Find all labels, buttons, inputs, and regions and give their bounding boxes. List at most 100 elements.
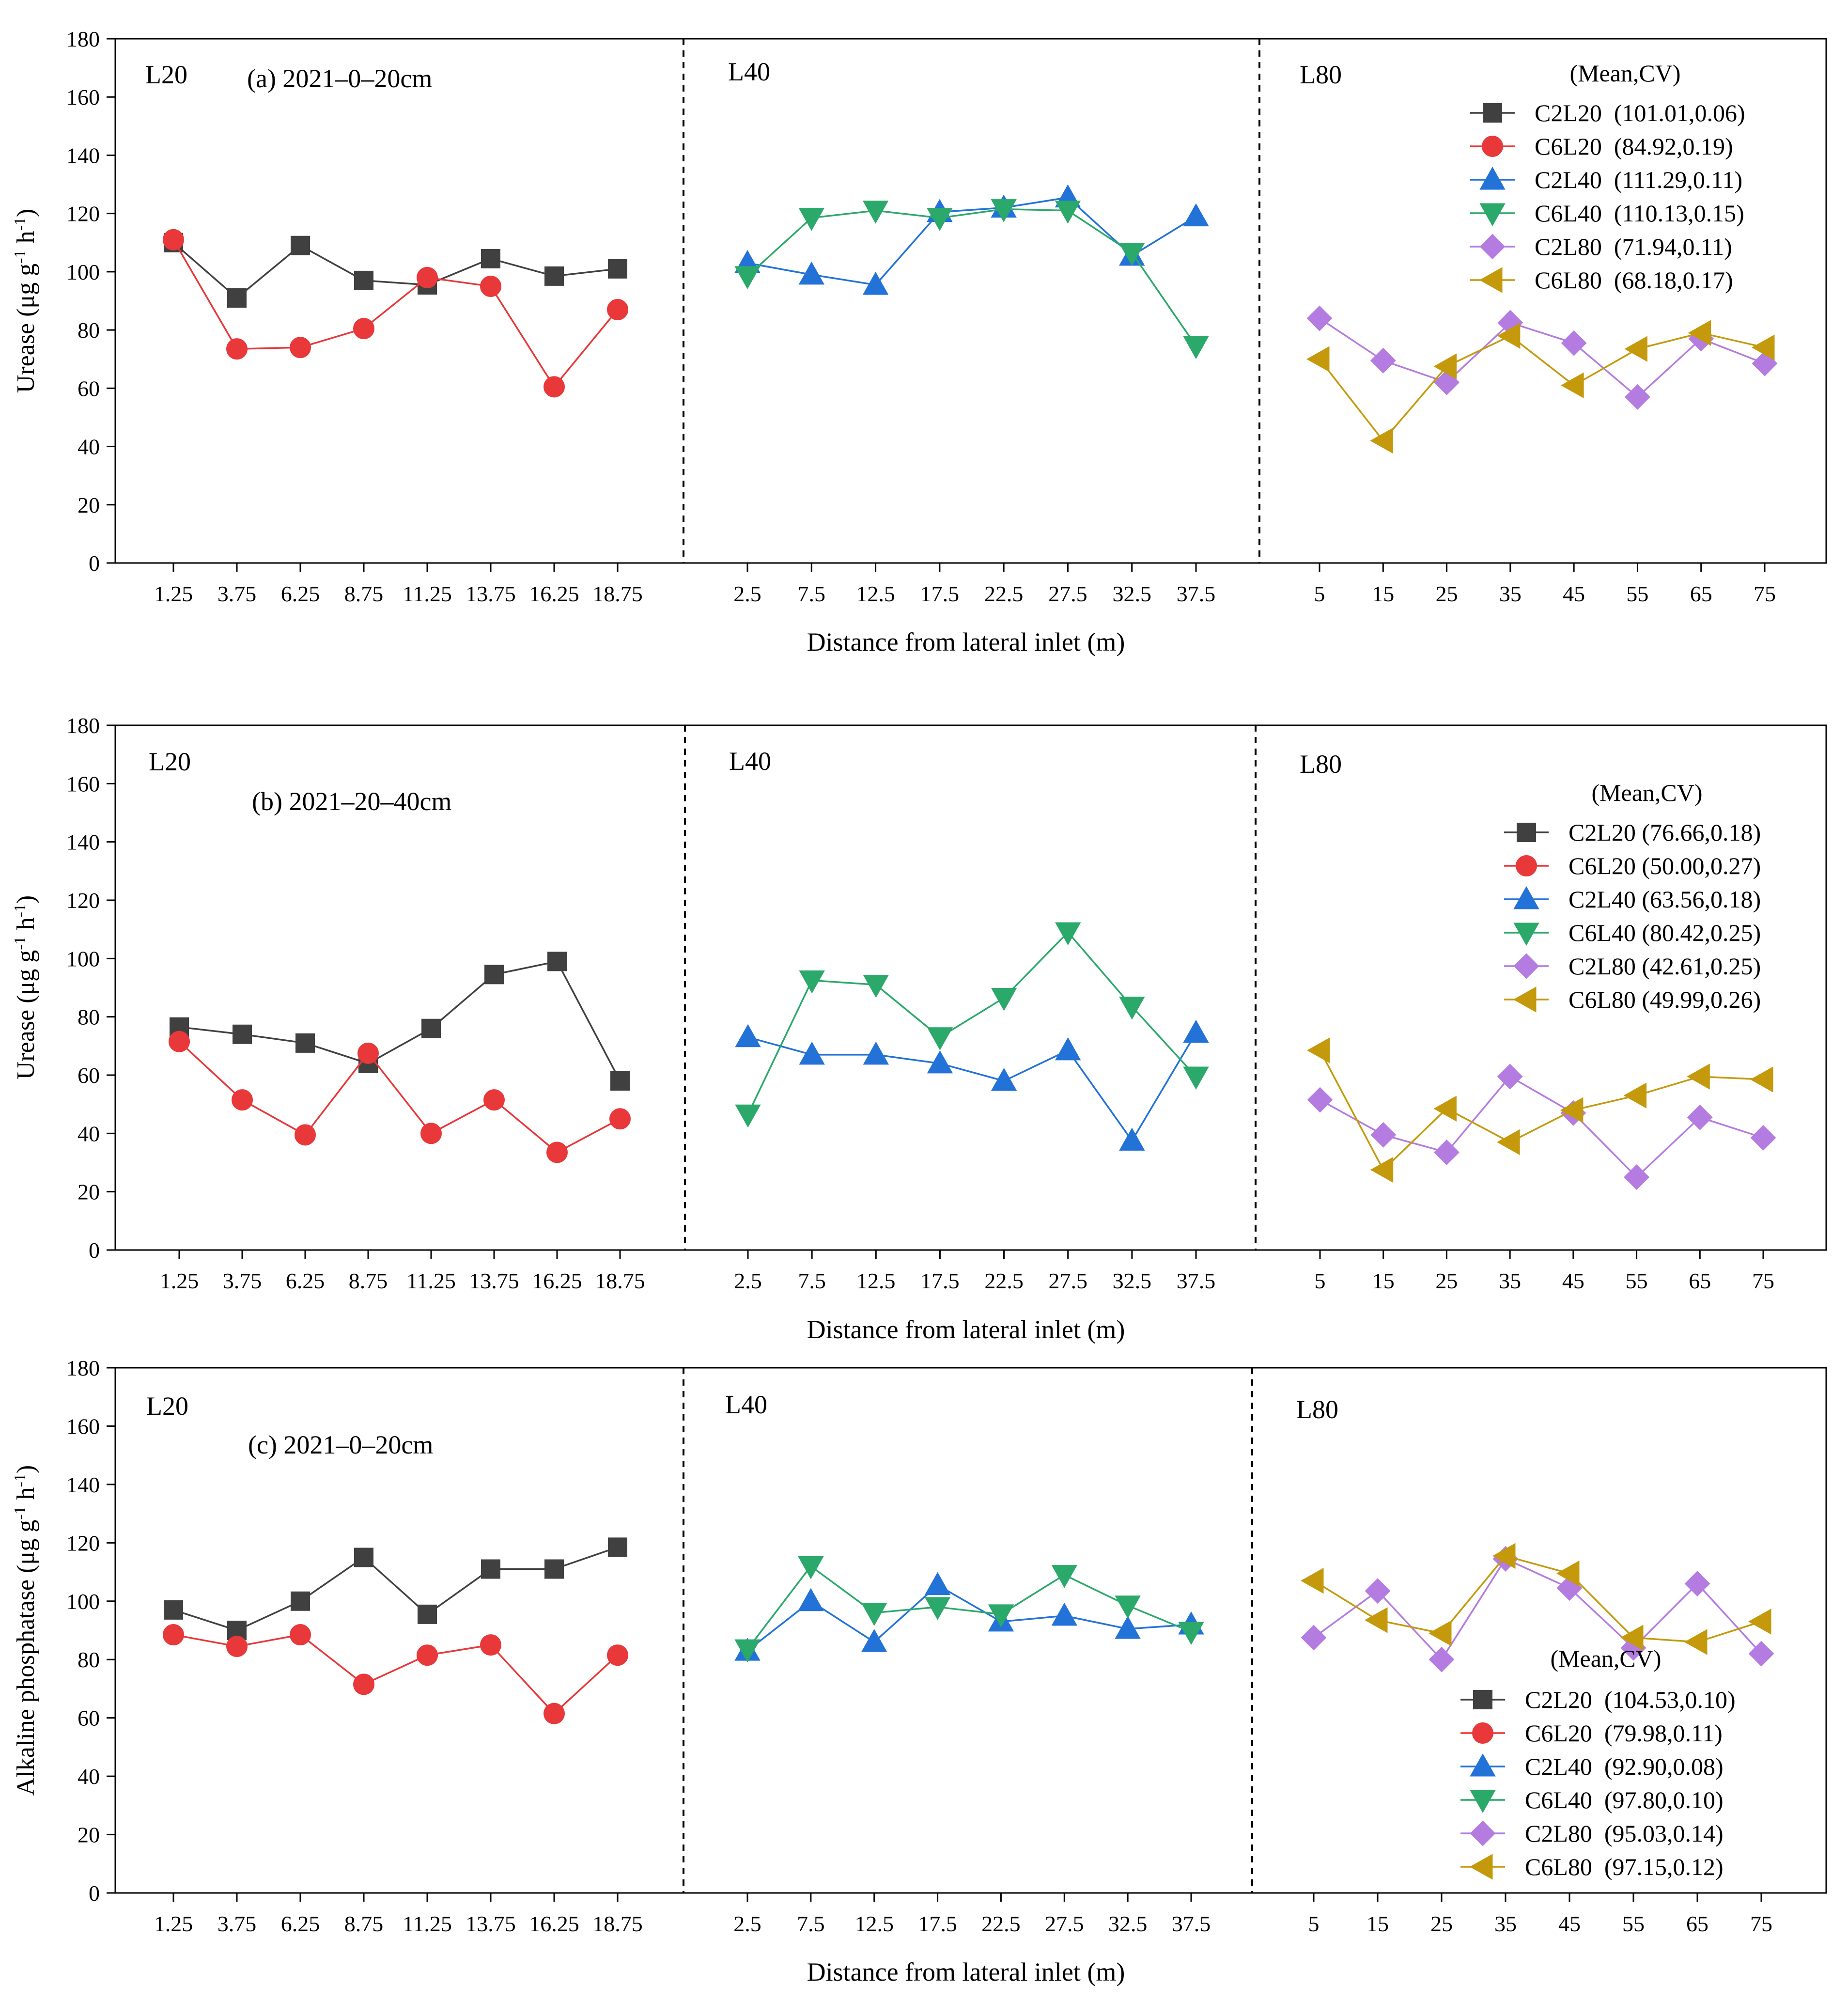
x-tick-label: 5	[1315, 1268, 1326, 1293]
data-point-c6l20	[420, 1123, 442, 1144]
x-tick-label: 37.5	[1172, 1911, 1211, 1936]
x-tick-label: 27.5	[1048, 581, 1087, 606]
y-tick-label: 100	[66, 260, 100, 284]
data-point-c6l40	[991, 988, 1017, 1011]
y-label-text: Urease (μg g	[12, 950, 40, 1080]
x-tick-label: 7.5	[797, 1911, 825, 1936]
series-line-c2l20	[173, 1546, 618, 1631]
data-point-c6l20	[232, 1089, 253, 1111]
x-tick-label: 18.75	[592, 1911, 643, 1936]
legend-marker-c6l20	[1516, 855, 1537, 876]
y-tick-label: 80	[78, 1647, 100, 1672]
data-point-c2l80	[1370, 1122, 1397, 1148]
y-tick-label: 80	[78, 318, 100, 343]
y-label-superscript: -1	[11, 217, 29, 231]
legend-marker-c6l80	[1479, 267, 1503, 293]
legend-entry-c6l20: C6L20 (50.00,0.27)	[1568, 852, 1761, 879]
series-line-c6l80	[1319, 332, 1765, 442]
series-line-c2l80	[1319, 317, 1765, 398]
data-point-c6l40	[927, 1027, 953, 1050]
legend-entry-c6l20: C6L20 (79.98,0.11)	[1525, 1720, 1723, 1747]
data-point-c6l40	[798, 1556, 824, 1579]
group-label-l40: L40	[728, 57, 770, 86]
data-point-c2l40	[1183, 203, 1209, 227]
data-point-c6l20	[544, 1703, 565, 1724]
x-tick-label: 75	[1754, 581, 1776, 606]
data-point-c6l80	[1684, 1629, 1708, 1655]
data-point-c2l20	[547, 952, 567, 971]
series-line-c6l20	[173, 1634, 619, 1715]
x-tick-label: 27.5	[1045, 1911, 1084, 1936]
data-point-c6l80	[1687, 1063, 1710, 1090]
data-point-c6l20	[546, 1141, 568, 1163]
x-tick-label: 11.25	[406, 1268, 456, 1293]
y-axis-label: Urease (μg g-1 h-1)	[11, 209, 40, 393]
x-tick-label: 37.5	[1177, 581, 1216, 606]
group-label-l40: L40	[725, 1390, 767, 1419]
data-point-c6l20	[609, 1108, 631, 1130]
series-line-c6l80	[1319, 1050, 1764, 1172]
data-point-c2l80	[1434, 1140, 1460, 1165]
x-tick-label: 12.5	[854, 1911, 894, 1936]
legend-entry-c2l20: C2L20 (76.66,0.18)	[1568, 819, 1761, 846]
data-point-c2l40	[798, 261, 824, 285]
legend-marker-c2l40	[1470, 1753, 1496, 1777]
x-tick-label: 35	[1494, 1911, 1517, 1936]
data-point-c2l20	[544, 266, 564, 286]
y-label-text: )	[12, 895, 40, 904]
y-tick-label: 160	[66, 85, 100, 109]
data-point-c2l80	[1625, 384, 1650, 410]
series-line-c6l40	[747, 931, 1197, 1115]
data-point-c2l20	[421, 1018, 441, 1038]
data-point-c6l20	[607, 1644, 628, 1666]
data-point-c6l20	[290, 337, 311, 359]
x-tick-label: 7.5	[798, 581, 826, 606]
data-point-c2l20	[291, 235, 310, 255]
x-tick-label: 1.25	[160, 1268, 199, 1293]
data-point-c2l40	[798, 1588, 824, 1611]
x-tick-label: 5	[1314, 581, 1325, 606]
group-label-l20: L20	[149, 747, 191, 776]
y-tick-label: 120	[66, 888, 100, 913]
x-tick-label: 6.25	[281, 581, 320, 606]
chart-panel-c: 0 20 40 60 80 100 120 140 160 180 Alkaline phospha…	[11, 1356, 1827, 1986]
legend-entry-c6l40: C6L40 (97.80,0.10)	[1525, 1786, 1724, 1813]
y-label-superscript: -1	[11, 250, 29, 263]
series-line-c6l20	[178, 1041, 621, 1154]
x-tick-label: 45	[1562, 1268, 1584, 1293]
data-point-c2l40	[1115, 1615, 1141, 1639]
data-point-c6l80	[1748, 1609, 1771, 1635]
data-point-c6l20	[480, 1634, 501, 1656]
x-tick-label: 15	[1372, 581, 1394, 606]
x-tick-label: 32.5	[1113, 1268, 1152, 1293]
y-tick-label: 20	[78, 1823, 100, 1847]
y-label-text: Urease (μg g	[12, 264, 40, 393]
x-tick-label: 27.5	[1048, 1268, 1087, 1293]
data-point-c2l20	[354, 1548, 373, 1567]
y-tick-label: 80	[78, 1005, 100, 1030]
series-line-c6l20	[172, 239, 619, 389]
legend-marker-c2l40	[1479, 166, 1506, 190]
x-tick-label: 5	[1308, 1911, 1320, 1936]
data-point-c6l80	[1751, 334, 1775, 360]
data-point-c2l20	[295, 1033, 315, 1053]
x-tick-label: 11.25	[403, 581, 452, 606]
x-tick-label: 45	[1558, 1911, 1581, 1936]
data-point-c6l80	[1428, 1620, 1452, 1646]
x-tick-label: 12.5	[856, 1268, 896, 1293]
data-point-c6l40	[927, 208, 953, 231]
legend-marker-c2l20	[1517, 823, 1536, 842]
x-axis-label: Distance from lateral inlet (m)	[807, 1315, 1125, 1344]
x-tick-label: 18.75	[592, 581, 643, 606]
data-point-c6l40	[798, 208, 824, 231]
data-point-c6l80	[1560, 1097, 1584, 1123]
data-point-c6l40	[988, 1604, 1014, 1627]
y-tick-label: 40	[78, 435, 100, 459]
data-point-c6l20	[226, 338, 248, 360]
data-point-c6l20	[163, 1624, 184, 1646]
y-tick-label: 0	[89, 1238, 100, 1263]
data-point-c6l40	[1183, 1066, 1209, 1090]
group-label-l20: L20	[146, 1391, 188, 1421]
data-point-c2l40	[1119, 1127, 1145, 1151]
x-tick-label: 15	[1367, 1911, 1389, 1936]
